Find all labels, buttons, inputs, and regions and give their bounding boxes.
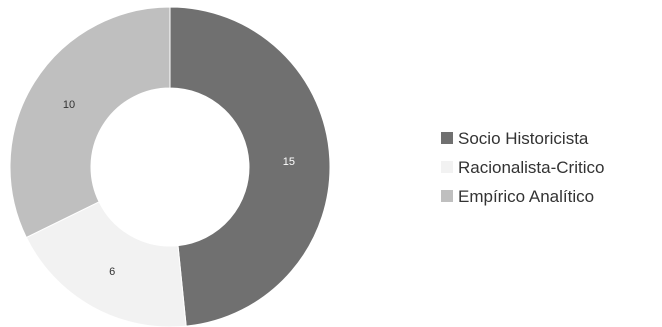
data-label-empirico-analitico: 10 — [63, 99, 75, 111]
legend-label-socio-historicista: Socio Historicista — [458, 129, 589, 148]
legend-label-racionalista-critico: Racionalista-Critico — [458, 158, 604, 177]
legend-swatch-racionalista-critico — [441, 161, 453, 173]
legend-label-empirico-analitico: Empírico Analítico — [458, 187, 594, 206]
slice-socio-historicista — [170, 7, 330, 326]
slice-empirico-analitico — [10, 7, 170, 237]
legend: Socio Historicista Racionalista-Critico Em… — [441, 129, 604, 206]
data-label-socio-historicista: 15 — [283, 156, 295, 168]
legend-swatch-socio-historicista — [441, 132, 453, 144]
legend-swatch-empirico-analitico — [441, 190, 453, 202]
data-label-racionalista-critico: 6 — [109, 266, 115, 278]
